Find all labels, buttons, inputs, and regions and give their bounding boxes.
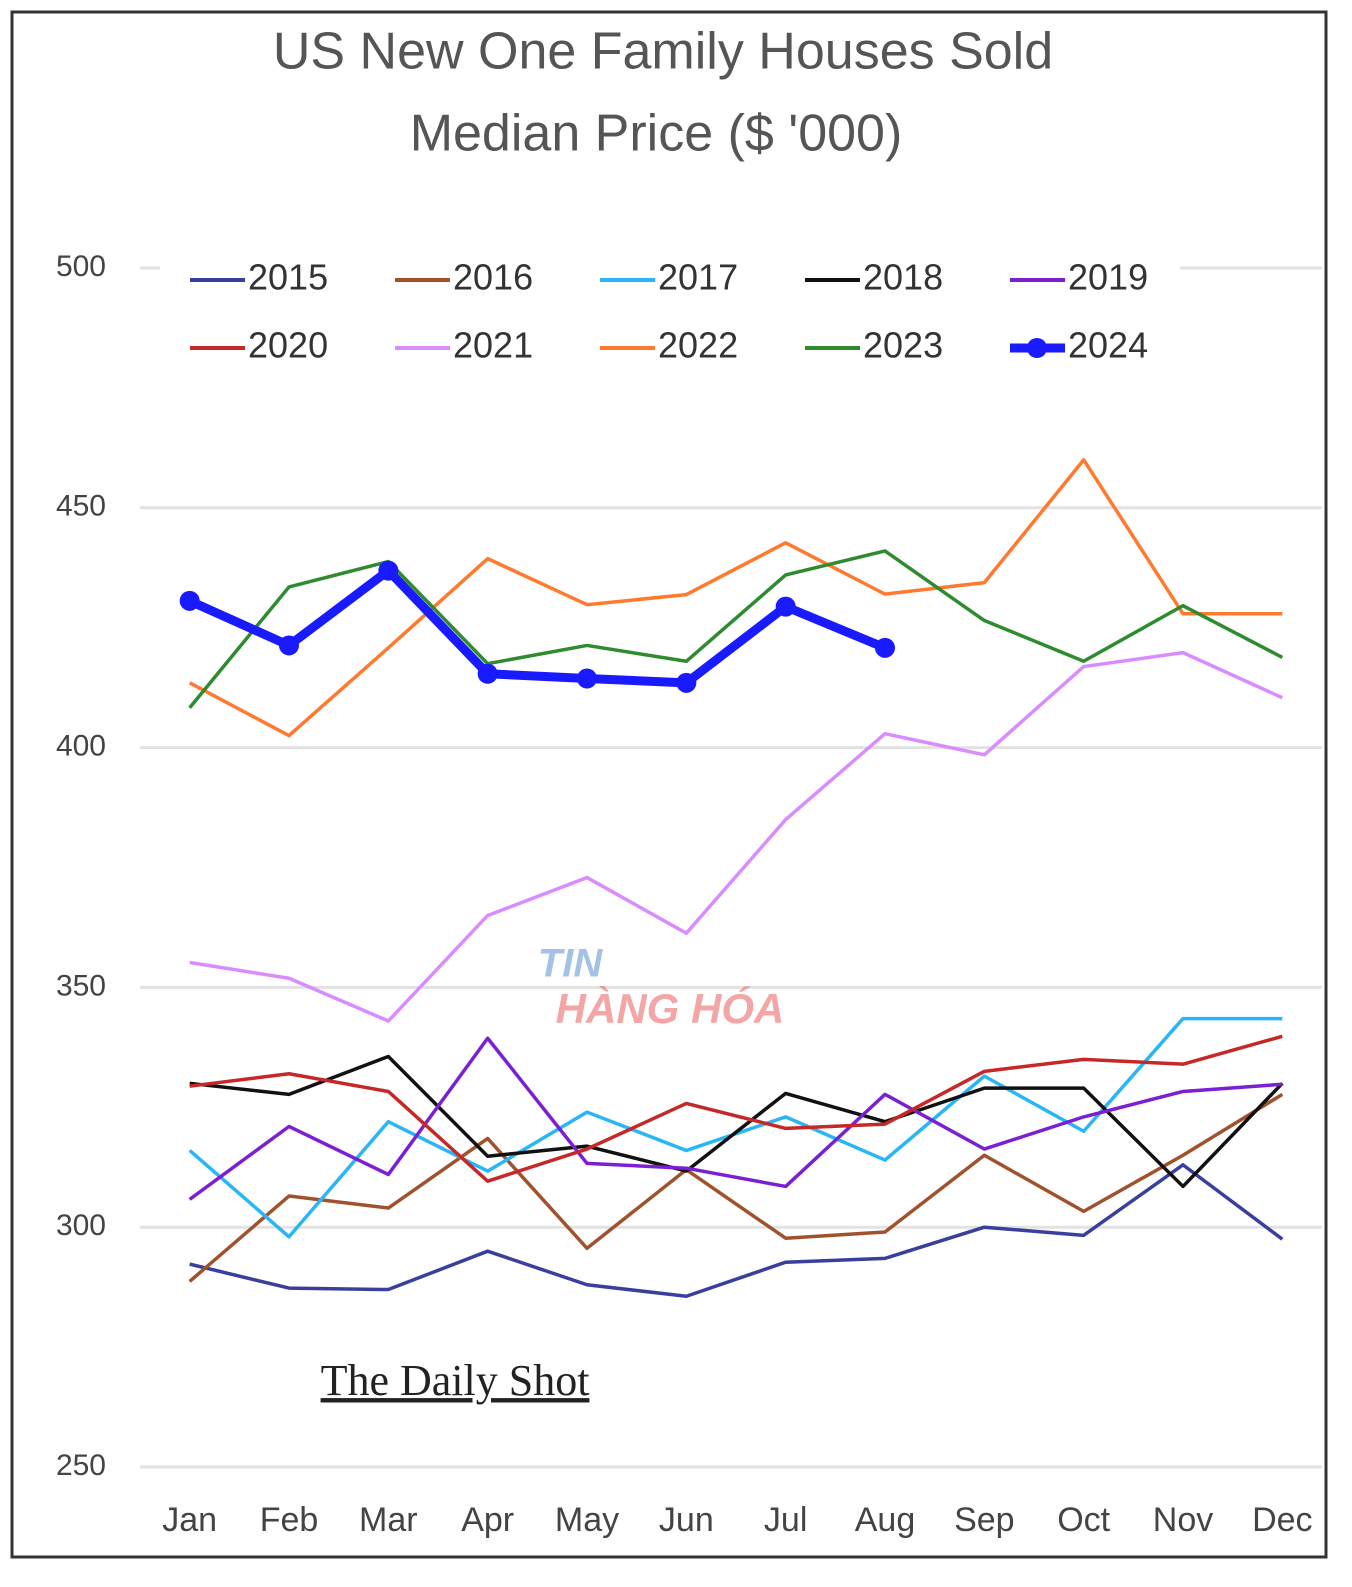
legend-key	[1027, 338, 1047, 358]
x-tick-label: Dec	[1252, 1501, 1312, 1539]
x-tick-label: Feb	[260, 1501, 319, 1539]
y-tick-label: 250	[56, 1449, 106, 1482]
legend-label: 2015	[248, 257, 328, 298]
series-line	[189, 1034, 1283, 1183]
point	[279, 635, 299, 656]
source-logo: The Daily Shot	[321, 1356, 590, 1405]
legend-label: 2020	[248, 325, 328, 366]
x-tick-label: Jan	[162, 1501, 217, 1539]
x-tick-label: Jun	[659, 1501, 714, 1539]
series-line	[188, 458, 1283, 738]
x-tick-label: May	[555, 1501, 619, 1539]
legend-box	[160, 240, 1180, 380]
lines	[179, 458, 1284, 1299]
y-tick-label: 450	[56, 490, 106, 523]
x-tick-label: Jul	[764, 1501, 807, 1539]
point	[577, 668, 597, 689]
legend-label: 2024	[1068, 325, 1148, 366]
series-line	[189, 650, 1284, 1023]
legend-label: 2023	[863, 325, 943, 366]
series-line	[188, 549, 1284, 709]
series-line	[187, 566, 887, 688]
legend-label: 2018	[863, 257, 943, 298]
legend: 2015 2016 2017 2018 2019 2020 2021 2022 2023 2024	[190, 257, 1148, 366]
x-tick-label: Apr	[461, 1501, 514, 1539]
x-tick-label: Nov	[1153, 1501, 1213, 1539]
point	[477, 663, 498, 684]
series-line	[189, 1054, 1284, 1189]
y-tick-label: 500	[56, 250, 106, 283]
chart-title: Median Price ($ '000)	[410, 105, 903, 163]
chart-title: US New One Family Houses Sold	[273, 23, 1053, 81]
x-tick-label: Aug	[855, 1501, 916, 1539]
point	[775, 596, 796, 617]
x-tick-label: Sep	[954, 1501, 1015, 1539]
series-line	[188, 1092, 1284, 1283]
grid: 250 300 350 400 450 500 Jan Feb Mar Apr May Jun Jul A…	[56, 250, 1322, 1539]
y-tick-label: 400	[56, 730, 106, 763]
watermark: HÀNG HÓA	[556, 985, 785, 1032]
legend-label: 2019	[1068, 257, 1148, 298]
point	[875, 637, 895, 658]
legend-label: 2022	[658, 325, 738, 366]
y-tick-label: 300	[56, 1209, 106, 1242]
x-tick-label: Mar	[359, 1501, 418, 1539]
x-tick-label: Oct	[1057, 1501, 1110, 1539]
series-line	[189, 1163, 1284, 1299]
legend-label: 2021	[453, 325, 533, 366]
legend-label: 2017	[658, 257, 738, 298]
series-line	[188, 1036, 1283, 1201]
y-tick-label: 350	[56, 969, 106, 1002]
point	[378, 560, 399, 581]
watermark: TIN	[538, 942, 604, 986]
legend-label: 2016	[453, 257, 533, 298]
point	[179, 590, 200, 611]
point	[676, 672, 697, 693]
